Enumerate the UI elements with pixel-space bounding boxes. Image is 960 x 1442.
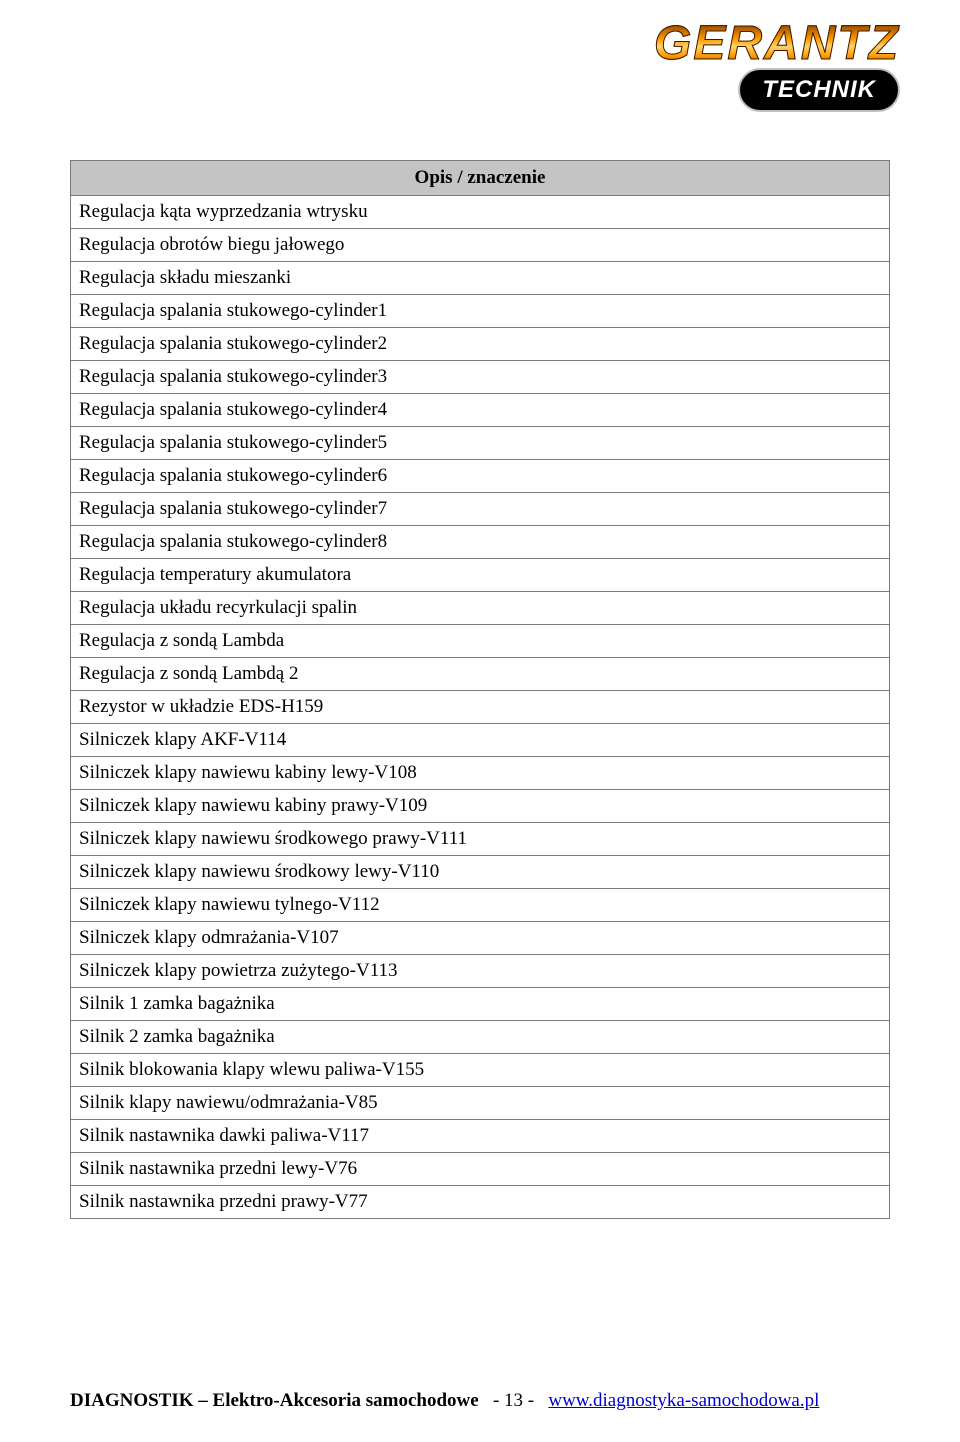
page-footer: DIAGNOSTIK – Elektro-Akcesoria samochodo… xyxy=(70,1390,890,1412)
table-cell: Silniczek klapy nawiewu środkowy lewy-V1… xyxy=(71,856,890,889)
table-row: Regulacja składu mieszanki xyxy=(71,262,890,295)
table-cell: Silniczek klapy powietrza zużytego-V113 xyxy=(71,955,890,988)
table-row: Silniczek klapy powietrza zużytego-V113 xyxy=(71,955,890,988)
table-row: Silniczek klapy nawiewu tylnego-V112 xyxy=(71,889,890,922)
table-header-cell: Opis / znaczenie xyxy=(71,161,890,196)
table-row: Regulacja spalania stukowego-cylinder8 xyxy=(71,526,890,559)
table-row: Silnik nastawnika przedni lewy-V76 xyxy=(71,1153,890,1186)
table-row: Regulacja kąta wyprzedzania wtrysku xyxy=(71,196,890,229)
table-cell: Regulacja obrotów biegu jałowego xyxy=(71,229,890,262)
table-cell: Silnik 1 zamka bagażnika xyxy=(71,988,890,1021)
table-cell: Silnik nastawnika przedni lewy-V76 xyxy=(71,1153,890,1186)
table-row: Regulacja spalania stukowego-cylinder4 xyxy=(71,394,890,427)
table-cell: Silnik klapy nawiewu/odmrażania-V85 xyxy=(71,1087,890,1120)
description-table: Opis / znaczenie Regulacja kąta wyprzedz… xyxy=(70,160,890,1219)
table-row: Regulacja spalania stukowego-cylinder3 xyxy=(71,361,890,394)
table-row: Silnik nastawnika przedni prawy-V77 xyxy=(71,1186,890,1219)
brand-sublogo-badge: TECHNIK xyxy=(738,68,900,112)
table-cell: Silnik 2 zamka bagażnika xyxy=(71,1021,890,1054)
table-cell: Regulacja kąta wyprzedzania wtrysku xyxy=(71,196,890,229)
table-row: Regulacja temperatury akumulatora xyxy=(71,559,890,592)
table-row: Silnik 1 zamka bagażnika xyxy=(71,988,890,1021)
table-cell: Rezystor w układzie EDS-H159 xyxy=(71,691,890,724)
table-cell: Regulacja z sondą Lambda xyxy=(71,625,890,658)
table-cell: Silniczek klapy nawiewu tylnego-V112 xyxy=(71,889,890,922)
table-row: Regulacja spalania stukowego-cylinder1 xyxy=(71,295,890,328)
table-cell: Silnik nastawnika dawki paliwa-V117 xyxy=(71,1120,890,1153)
table-row: Rezystor w układzie EDS-H159 xyxy=(71,691,890,724)
table-cell: Regulacja spalania stukowego-cylinder6 xyxy=(71,460,890,493)
table-row: Silniczek klapy nawiewu środkowego prawy… xyxy=(71,823,890,856)
table-row: Regulacja z sondą Lambdą 2 xyxy=(71,658,890,691)
table-row: Regulacja spalania stukowego-cylinder7 xyxy=(71,493,890,526)
table-cell: Regulacja spalania stukowego-cylinder4 xyxy=(71,394,890,427)
table-cell: Regulacja spalania stukowego-cylinder7 xyxy=(71,493,890,526)
document-page: GERANTZ TECHNIK Opis / znaczenie Regulac… xyxy=(0,0,960,1442)
table-cell: Regulacja z sondą Lambdą 2 xyxy=(71,658,890,691)
table-cell: Silnik blokowania klapy wlewu paliwa-V15… xyxy=(71,1054,890,1087)
brand-sublogo-text: TECHNIK xyxy=(762,76,876,103)
footer-page-number: - 13 - xyxy=(483,1390,543,1411)
table-cell: Regulacja temperatury akumulatora xyxy=(71,559,890,592)
table-row: Regulacja obrotów biegu jałowego xyxy=(71,229,890,262)
table-cell: Regulacja spalania stukowego-cylinder1 xyxy=(71,295,890,328)
table-row: Silniczek klapy nawiewu środkowy lewy-V1… xyxy=(71,856,890,889)
table-row: Silnik nastawnika dawki paliwa-V117 xyxy=(71,1120,890,1153)
table-cell: Silniczek klapy odmrażania-V107 xyxy=(71,922,890,955)
table-header-row: Opis / znaczenie xyxy=(71,161,890,196)
table-row: Silniczek klapy odmrażania-V107 xyxy=(71,922,890,955)
table-cell: Silniczek klapy nawiewu kabiny lewy-V108 xyxy=(71,757,890,790)
table-cell: Regulacja spalania stukowego-cylinder2 xyxy=(71,328,890,361)
table-cell: Regulacja spalania stukowego-cylinder3 xyxy=(71,361,890,394)
table-row: Regulacja spalania stukowego-cylinder5 xyxy=(71,427,890,460)
table-row: Regulacja spalania stukowego-cylinder6 xyxy=(71,460,890,493)
table-row: Regulacja spalania stukowego-cylinder2 xyxy=(71,328,890,361)
brand-logo-block: GERANTZ TECHNIK xyxy=(654,20,900,112)
table-cell: Silniczek klapy nawiewu kabiny prawy-V10… xyxy=(71,790,890,823)
table-row: Silnik 2 zamka bagażnika xyxy=(71,1021,890,1054)
table-cell: Silniczek klapy AKF-V114 xyxy=(71,724,890,757)
footer-company: DIAGNOSTIK – Elektro-Akcesoria samochodo… xyxy=(70,1390,479,1411)
table-row: Regulacja z sondą Lambda xyxy=(71,625,890,658)
table-cell: Regulacja układu recyrkulacji spalin xyxy=(71,592,890,625)
table-cell: Regulacja składu mieszanki xyxy=(71,262,890,295)
table-cell: Regulacja spalania stukowego-cylinder5 xyxy=(71,427,890,460)
table-row: Silnik klapy nawiewu/odmrażania-V85 xyxy=(71,1087,890,1120)
table-cell: Silniczek klapy nawiewu środkowego prawy… xyxy=(71,823,890,856)
table-row: Regulacja układu recyrkulacji spalin xyxy=(71,592,890,625)
table-cell: Regulacja spalania stukowego-cylinder8 xyxy=(71,526,890,559)
footer-link[interactable]: www.diagnostyka-samochodowa.pl xyxy=(548,1390,819,1411)
table-cell: Silnik nastawnika przedni prawy-V77 xyxy=(71,1186,890,1219)
table-row: Silniczek klapy nawiewu kabiny prawy-V10… xyxy=(71,790,890,823)
table-row: Silnik blokowania klapy wlewu paliwa-V15… xyxy=(71,1054,890,1087)
table-row: Silniczek klapy AKF-V114 xyxy=(71,724,890,757)
brand-logo-text: GERANTZ xyxy=(654,20,900,68)
table-row: Silniczek klapy nawiewu kabiny lewy-V108 xyxy=(71,757,890,790)
